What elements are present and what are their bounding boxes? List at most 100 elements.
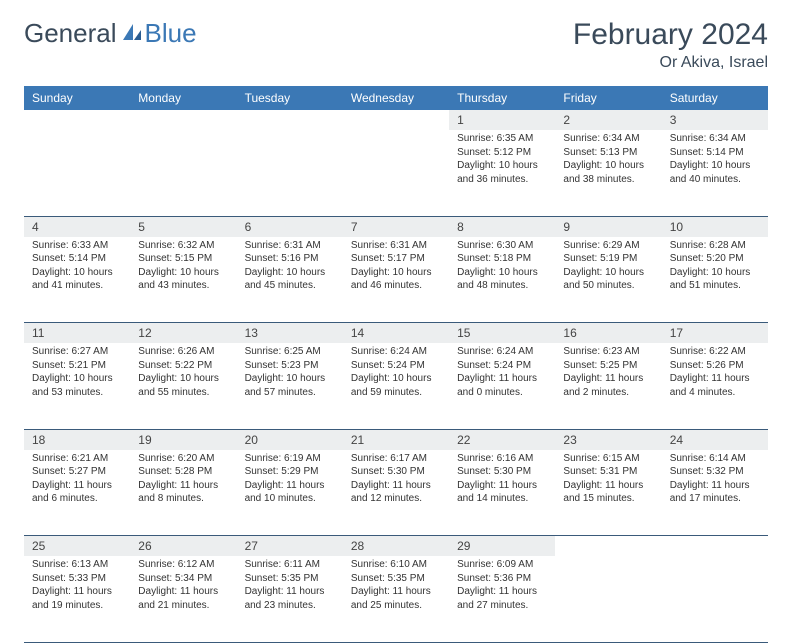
- brand-logo: General Blue: [24, 18, 197, 49]
- sunset-text: Sunset: 5:30 PM: [457, 465, 547, 479]
- day-info-cell: [555, 556, 661, 642]
- day-number-cell: 23: [555, 429, 661, 450]
- sunset-text: Sunset: 5:31 PM: [563, 465, 653, 479]
- day-number-cell: 2: [555, 110, 661, 130]
- day-info-cell: Sunrise: 6:34 AMSunset: 5:13 PMDaylight:…: [555, 130, 661, 216]
- sunrise-text: Sunrise: 6:13 AM: [32, 558, 122, 572]
- sunset-text: Sunset: 5:22 PM: [138, 359, 228, 373]
- daylight1-text: Daylight: 11 hours: [351, 585, 441, 599]
- daylight1-text: Daylight: 11 hours: [670, 479, 760, 493]
- day-number-cell: 7: [343, 216, 449, 237]
- sunrise-text: Sunrise: 6:23 AM: [563, 345, 653, 359]
- day-info-cell: Sunrise: 6:23 AMSunset: 5:25 PMDaylight:…: [555, 343, 661, 429]
- daylight2-text: and 36 minutes.: [457, 173, 547, 187]
- daylight2-text: and 55 minutes.: [138, 386, 228, 400]
- day-info-cell: Sunrise: 6:24 AMSunset: 5:24 PMDaylight:…: [449, 343, 555, 429]
- sunset-text: Sunset: 5:13 PM: [563, 146, 653, 160]
- daylight1-text: Daylight: 10 hours: [457, 159, 547, 173]
- daylight1-text: Daylight: 10 hours: [138, 372, 228, 386]
- sunrise-text: Sunrise: 6:33 AM: [32, 239, 122, 253]
- weekday-friday: Friday: [555, 86, 661, 110]
- daylight2-text: and 12 minutes.: [351, 492, 441, 506]
- day-info-cell: Sunrise: 6:25 AMSunset: 5:23 PMDaylight:…: [237, 343, 343, 429]
- day-info-cell: Sunrise: 6:32 AMSunset: 5:15 PMDaylight:…: [130, 237, 236, 323]
- daylight2-text: and 10 minutes.: [245, 492, 335, 506]
- daylight1-text: Daylight: 10 hours: [245, 372, 335, 386]
- sunset-text: Sunset: 5:20 PM: [670, 252, 760, 266]
- daylight2-text: and 40 minutes.: [670, 173, 760, 187]
- day-number-cell: [24, 110, 130, 130]
- sunrise-text: Sunrise: 6:14 AM: [670, 452, 760, 466]
- sunset-text: Sunset: 5:16 PM: [245, 252, 335, 266]
- daynum-row: 2526272829: [24, 536, 768, 557]
- day-number-cell: 4: [24, 216, 130, 237]
- sunrise-text: Sunrise: 6:29 AM: [563, 239, 653, 253]
- sunrise-text: Sunrise: 6:32 AM: [138, 239, 228, 253]
- month-title: February 2024: [573, 18, 768, 52]
- sunrise-text: Sunrise: 6:27 AM: [32, 345, 122, 359]
- day-info-cell: Sunrise: 6:26 AMSunset: 5:22 PMDaylight:…: [130, 343, 236, 429]
- day-info-cell: [237, 130, 343, 216]
- day-number-cell: 13: [237, 323, 343, 344]
- sunrise-text: Sunrise: 6:22 AM: [670, 345, 760, 359]
- sunrise-text: Sunrise: 6:34 AM: [670, 132, 760, 146]
- day-info-cell: [662, 556, 768, 642]
- day-info-cell: Sunrise: 6:22 AMSunset: 5:26 PMDaylight:…: [662, 343, 768, 429]
- day-info-cell: Sunrise: 6:13 AMSunset: 5:33 PMDaylight:…: [24, 556, 130, 642]
- daylight2-text: and 14 minutes.: [457, 492, 547, 506]
- sunset-text: Sunset: 5:21 PM: [32, 359, 122, 373]
- day-number-cell: 29: [449, 536, 555, 557]
- daylight1-text: Daylight: 11 hours: [457, 585, 547, 599]
- weekday-thursday: Thursday: [449, 86, 555, 110]
- daylight2-text: and 0 minutes.: [457, 386, 547, 400]
- sunrise-text: Sunrise: 6:35 AM: [457, 132, 547, 146]
- day-number-cell: 27: [237, 536, 343, 557]
- daylight2-text: and 59 minutes.: [351, 386, 441, 400]
- daylight1-text: Daylight: 10 hours: [138, 266, 228, 280]
- day-number-cell: 18: [24, 429, 130, 450]
- daylight2-text: and 8 minutes.: [138, 492, 228, 506]
- sunset-text: Sunset: 5:23 PM: [245, 359, 335, 373]
- daylight1-text: Daylight: 10 hours: [670, 159, 760, 173]
- sunset-text: Sunset: 5:18 PM: [457, 252, 547, 266]
- day-info-cell: Sunrise: 6:27 AMSunset: 5:21 PMDaylight:…: [24, 343, 130, 429]
- location-label: Or Akiva, Israel: [573, 54, 768, 72]
- daylight1-text: Daylight: 11 hours: [670, 372, 760, 386]
- day-number-cell: 17: [662, 323, 768, 344]
- daylight1-text: Daylight: 11 hours: [563, 372, 653, 386]
- day-info-cell: Sunrise: 6:31 AMSunset: 5:17 PMDaylight:…: [343, 237, 449, 323]
- sunset-text: Sunset: 5:12 PM: [457, 146, 547, 160]
- day-number-cell: 19: [130, 429, 236, 450]
- sunset-text: Sunset: 5:24 PM: [351, 359, 441, 373]
- day-info-cell: Sunrise: 6:09 AMSunset: 5:36 PMDaylight:…: [449, 556, 555, 642]
- sunrise-text: Sunrise: 6:11 AM: [245, 558, 335, 572]
- sunrise-text: Sunrise: 6:17 AM: [351, 452, 441, 466]
- daylight2-text: and 19 minutes.: [32, 599, 122, 613]
- daylight1-text: Daylight: 11 hours: [32, 585, 122, 599]
- weekday-sunday: Sunday: [24, 86, 130, 110]
- sunset-text: Sunset: 5:14 PM: [670, 146, 760, 160]
- sunrise-text: Sunrise: 6:25 AM: [245, 345, 335, 359]
- day-info-cell: Sunrise: 6:20 AMSunset: 5:28 PMDaylight:…: [130, 450, 236, 536]
- sunset-text: Sunset: 5:25 PM: [563, 359, 653, 373]
- sunset-text: Sunset: 5:35 PM: [245, 572, 335, 586]
- daylight2-text: and 4 minutes.: [670, 386, 760, 400]
- daylight2-text: and 21 minutes.: [138, 599, 228, 613]
- day-number-cell: [343, 110, 449, 130]
- brand-part1: General: [24, 18, 117, 49]
- daylight2-text: and 45 minutes.: [245, 279, 335, 293]
- daynum-row: 123: [24, 110, 768, 130]
- info-row: Sunrise: 6:33 AMSunset: 5:14 PM Daylight:…: [24, 237, 768, 323]
- daylight1-text: Daylight: 10 hours: [457, 266, 547, 280]
- day-number-cell: 1: [449, 110, 555, 130]
- sunset-text: Sunset: 5:32 PM: [670, 465, 760, 479]
- day-info-cell: Sunrise: 6:21 AMSunset: 5:27 PMDaylight:…: [24, 450, 130, 536]
- day-number-cell: [237, 110, 343, 130]
- info-row: Sunrise: 6:21 AMSunset: 5:27 PMDaylight:…: [24, 450, 768, 536]
- day-info-cell: Sunrise: 6:33 AMSunset: 5:14 PMDaylight:…: [24, 237, 130, 323]
- sunrise-text: Sunrise: 6:12 AM: [138, 558, 228, 572]
- sunset-text: Sunset: 5:14 PM: [32, 252, 122, 266]
- daylight2-text: and 38 minutes.: [563, 173, 653, 187]
- sunrise-text: Sunrise: 6:26 AM: [138, 345, 228, 359]
- day-number-cell: 22: [449, 429, 555, 450]
